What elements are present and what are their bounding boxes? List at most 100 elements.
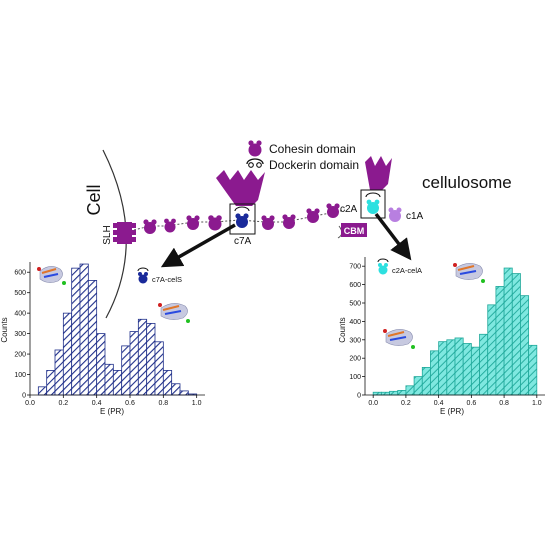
- dockerin-icon: [246, 158, 264, 168]
- protein-ribbon-icon: [453, 263, 485, 283]
- left-y-tick-label: 400: [14, 311, 26, 318]
- left-bar: [62, 312, 73, 396]
- left-y-tick-label: 500: [14, 290, 26, 297]
- scaffoldin-linker: [133, 209, 346, 231]
- right-bar: [495, 286, 505, 396]
- right-bar: [405, 385, 415, 396]
- right-y-tick-label: 700: [349, 264, 361, 271]
- histogram-left: 0.0 0.2 0.4 0.6 0.8 1.0 0 100 200 300 400 500 600 Co…: [0, 262, 205, 416]
- right-x-tick-label: 0.6: [466, 400, 476, 407]
- right-y-tick-label: 100: [349, 374, 361, 381]
- right-bars: [372, 267, 538, 396]
- c7a-box: [229, 203, 256, 235]
- left-series-label: c7A-celS: [152, 275, 182, 284]
- left-bar: [146, 322, 156, 396]
- left-bar: [162, 370, 173, 396]
- right-series-label: c2A-celA: [392, 266, 422, 275]
- cbm-label: CBM: [344, 226, 365, 236]
- left-bar: [104, 363, 114, 396]
- left-x-tick-label: 0.8: [158, 400, 168, 407]
- c2a-box: [360, 189, 386, 219]
- c7a-complex: c7A: [216, 170, 265, 247]
- left-bar: [154, 341, 164, 396]
- cohesin-icon: [282, 214, 296, 229]
- cohesin-icon: [248, 140, 262, 157]
- cohesin-icon: [326, 203, 340, 218]
- right-bar: [528, 344, 538, 396]
- left-bar: [46, 370, 56, 396]
- c7a-label: c7A: [234, 236, 252, 247]
- left-bar: [112, 370, 123, 396]
- right-axes: 0.0 0.2 0.4 0.6 0.8 1.0 0 100 200 300 400 500 600 700: [349, 257, 545, 407]
- left-bar: [54, 349, 64, 396]
- left-y-tick-label: 200: [14, 352, 26, 359]
- right-y-tick-label: 400: [349, 319, 361, 326]
- right-bar: [454, 337, 464, 396]
- right-x-tick-label: 0.8: [499, 400, 509, 407]
- right-bar: [479, 333, 489, 396]
- right-bar: [372, 391, 382, 396]
- right-ylabel: Counts: [338, 317, 347, 342]
- right-bar: [487, 304, 497, 396]
- left-x-tick-label: 0.4: [92, 400, 102, 407]
- right-bar: [413, 376, 423, 396]
- left-y-tick-label: 100: [14, 372, 26, 379]
- right-y-tick-label: 300: [349, 337, 361, 344]
- left-bar: [96, 333, 106, 396]
- right-x-tick-label: 0.2: [401, 400, 411, 407]
- black-arrow-icon: [374, 212, 412, 261]
- left-xlabel: E (PR): [100, 407, 124, 416]
- right-x-tick-label: 0.0: [368, 400, 378, 407]
- slh-anchor: [113, 222, 136, 244]
- right-bar: [430, 350, 440, 396]
- left-x-tick-label: 0.2: [58, 400, 68, 407]
- right-y-tick-label: 600: [349, 282, 361, 289]
- legend: Cohesin domain Dockerin domain: [246, 140, 359, 172]
- slh-label: SLH: [102, 225, 113, 244]
- right-bar: [438, 341, 448, 396]
- left-bar: [37, 386, 48, 396]
- left-axes: 0.0 0.2 0.4 0.6 0.8 1.0 0 100 200 300 400 500 600: [14, 262, 205, 407]
- cell-label: Cell: [84, 184, 104, 215]
- histogram-right: 0.0 0.2 0.4 0.6 0.8 1.0 0 100 200 300 400 500 600 700…: [338, 257, 545, 416]
- right-bar: [503, 267, 513, 396]
- left-bar: [71, 267, 81, 396]
- left-bar: [137, 318, 148, 396]
- left-bar: [121, 345, 131, 396]
- left-y-tick-label: 600: [14, 270, 26, 277]
- protein-ribbon-icon: [383, 329, 415, 349]
- right-x-tick-label: 1.0: [532, 400, 542, 407]
- right-y-tick-label: 200: [349, 356, 361, 363]
- c7a-enzyme: [216, 170, 265, 206]
- c2a-complex: c2A: [340, 156, 392, 219]
- c7a-cels-icon: [137, 267, 149, 284]
- right-y-tick-label: 0: [357, 393, 361, 400]
- left-y-tick-label: 300: [14, 331, 26, 338]
- cohesin-icon: [208, 215, 222, 231]
- legend-cohesin-label: Cohesin domain: [269, 142, 356, 156]
- left-bar: [129, 331, 139, 396]
- protein-ribbon-icon: [37, 266, 66, 285]
- right-bar: [380, 391, 390, 396]
- cohesin-icon: [306, 208, 320, 223]
- left-ylabel: Counts: [0, 317, 9, 342]
- black-arrow-icon: [160, 223, 236, 268]
- right-y-tick-label: 500: [349, 301, 361, 308]
- right-bar: [397, 389, 407, 396]
- cellulosome-label: cellulosome: [422, 173, 512, 192]
- left-x-tick-label: 1.0: [192, 400, 202, 407]
- cohesin-icon: [143, 219, 157, 234]
- cohesin-icon: [164, 218, 176, 233]
- cohesin-icon: [261, 215, 275, 230]
- right-bar: [446, 339, 456, 396]
- legend-dockerin-label: Dockerin domain: [269, 158, 359, 172]
- left-bar: [179, 390, 189, 396]
- right-bar: [511, 273, 521, 396]
- right-bar: [421, 366, 431, 396]
- right-bar: [470, 346, 480, 396]
- left-bar: [171, 383, 181, 396]
- cohesin-icon: [186, 215, 200, 230]
- c1a-label: c1A: [406, 211, 424, 222]
- scaffoldin-chain: [143, 203, 340, 234]
- c2a-label: c2A: [340, 204, 358, 215]
